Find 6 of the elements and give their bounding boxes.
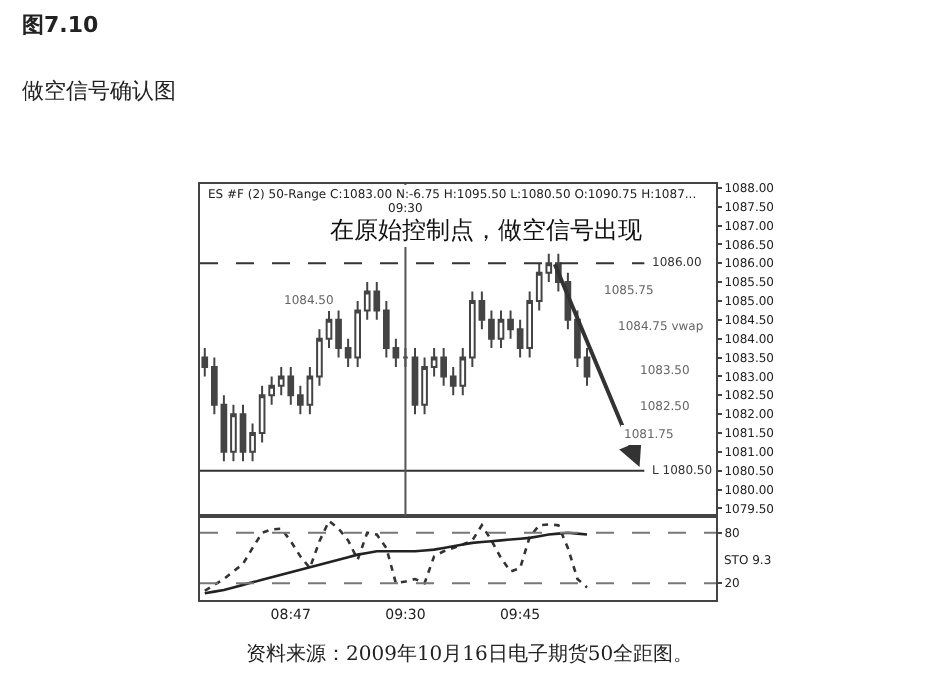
chart-title: 图7.10	[22, 12, 99, 38]
text: 资料来源：2009年10月16日电子期货50全距图。	[246, 642, 694, 666]
annotation: 在原始控制点，做空信号出现	[330, 216, 642, 244]
line-series	[203, 519, 589, 593]
line-series	[203, 531, 589, 595]
chart-subtitle: 做空信号确认图	[22, 78, 176, 104]
